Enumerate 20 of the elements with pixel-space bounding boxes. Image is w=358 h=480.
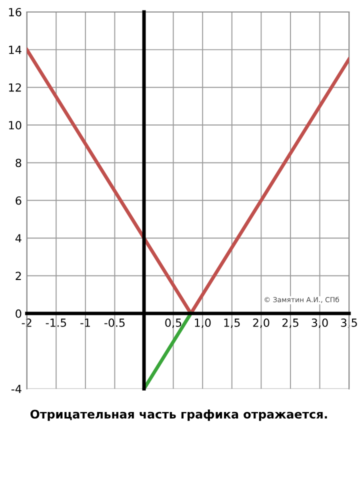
x-tick-label: 2,0 xyxy=(253,318,270,328)
y-tick-label: 8 xyxy=(16,158,22,168)
y-tick-label: 16 xyxy=(9,8,22,16)
x-tick-label: -1.5 xyxy=(46,318,66,327)
y-tick-label: 4 xyxy=(15,234,22,242)
y-tick-label: 12 xyxy=(9,83,21,92)
x-tick-label: 0,5 xyxy=(165,318,182,328)
x-tick-label: 3,0 xyxy=(312,318,328,328)
text: Отрицательная часть графика отражается. xyxy=(30,409,327,421)
y-tick-label: 6 xyxy=(16,196,22,205)
y-tick-label: 0 xyxy=(16,309,22,318)
x-tick-label: 1,5 xyxy=(224,318,240,328)
x-tick-label: 1,0 xyxy=(194,318,211,328)
y-tick-label: 10 xyxy=(9,121,22,130)
x-tick-label: 2,5 xyxy=(282,318,298,328)
y-tick-label: 2 xyxy=(16,272,21,280)
x-tick-label: -1 xyxy=(80,318,90,327)
x-tick-label: -0.5 xyxy=(104,318,125,327)
y-tick-label: -4 xyxy=(11,384,22,394)
y-tick-label: 14 xyxy=(9,46,22,54)
